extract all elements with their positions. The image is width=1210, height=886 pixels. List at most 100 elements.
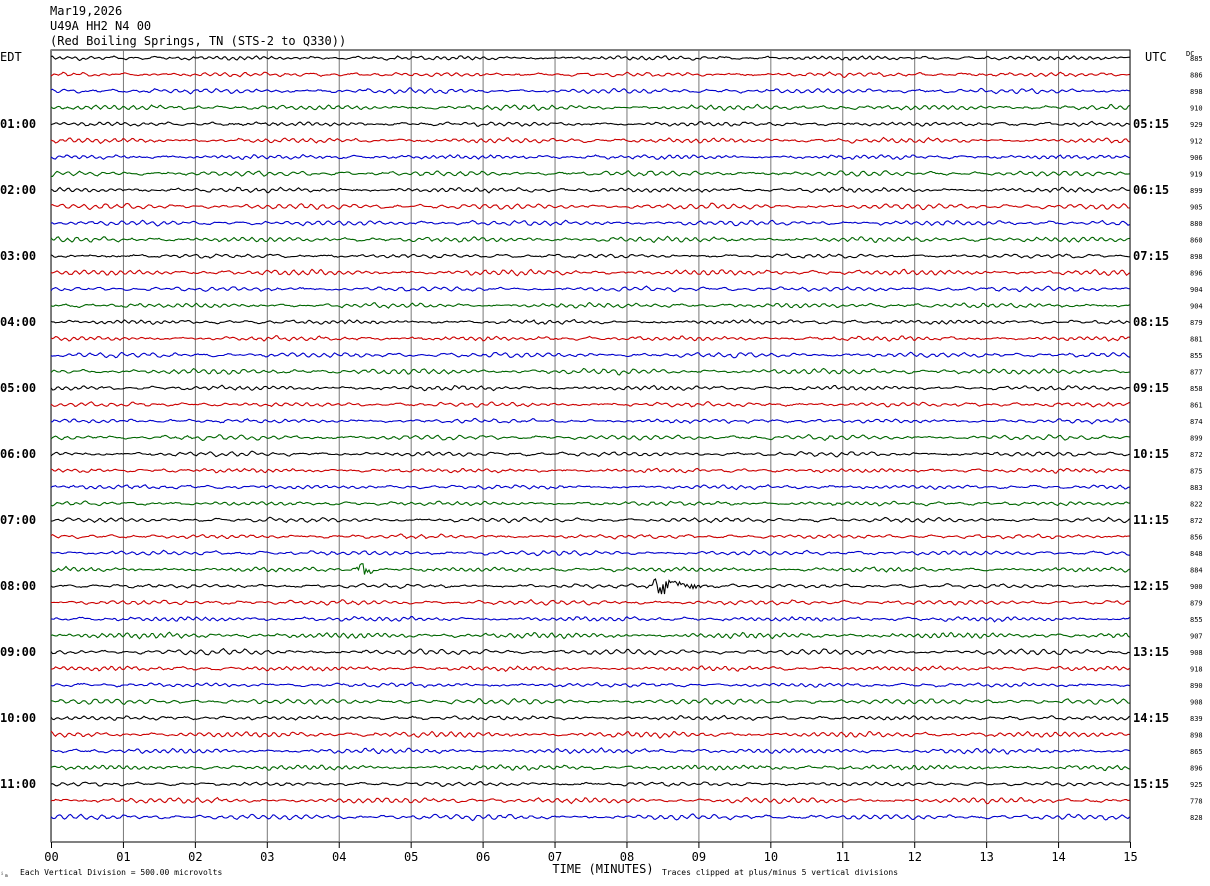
x-tick-label: 05 xyxy=(404,850,418,864)
utc-hour-label: 12:15 xyxy=(1133,579,1169,593)
dc-offset-label: 929 xyxy=(1190,121,1203,129)
x-tick-label: 07 xyxy=(548,850,562,864)
seismic-trace xyxy=(50,549,1130,557)
dc-offset-label: 855 xyxy=(1190,352,1203,360)
seismic-trace xyxy=(51,170,1130,177)
dc-offset-label: 908 xyxy=(1190,699,1203,707)
seismic-trace xyxy=(50,467,1130,474)
seismic-trace xyxy=(50,367,1130,376)
utc-hour-label: 09:15 xyxy=(1133,381,1169,395)
seismic-trace xyxy=(50,417,1130,425)
dc-offset-label: 918 xyxy=(1190,666,1203,674)
utc-hour-label: 07:15 xyxy=(1133,249,1169,263)
time-gridlines xyxy=(50,49,1131,848)
dc-offset-label: 875 xyxy=(1190,468,1203,476)
seismic-trace xyxy=(50,533,1130,540)
utc-hour-label: 11:15 xyxy=(1133,513,1169,527)
seismic-trace xyxy=(50,813,1130,822)
right-axis-label: UTC xyxy=(1145,50,1167,64)
dc-offset-label: 890 xyxy=(1190,682,1203,690)
edt-hour-label: 01:00 xyxy=(0,117,36,131)
dc-offset-label: 861 xyxy=(1190,402,1203,410)
dc-offset-label: 898 xyxy=(1190,732,1203,740)
x-tick-label: 13 xyxy=(979,850,993,864)
dc-offset-label: 910 xyxy=(1190,105,1203,113)
edt-hour-label: 04:00 xyxy=(0,315,36,329)
dc-offset-label: 828 xyxy=(1190,814,1203,822)
seismic-trace xyxy=(50,697,1130,705)
seismic-trace xyxy=(50,598,1130,606)
seismic-trace xyxy=(50,351,1130,359)
dc-offset-label: 855 xyxy=(1190,616,1203,624)
seismic-trace xyxy=(50,578,1130,595)
seismic-trace xyxy=(50,285,1130,293)
seismic-trace xyxy=(50,500,1130,507)
dc-offset-label: 822 xyxy=(1190,501,1203,509)
chart-station: U49A HH2 N4 00 xyxy=(50,19,152,33)
dc-offset-label: 919 xyxy=(1190,171,1203,179)
edt-hour-label: 07:00 xyxy=(0,513,36,527)
chart-location: (Red Boiling Springs, TN (STS-2 to Q330)… xyxy=(50,34,347,48)
x-tick-label: 08 xyxy=(620,850,634,864)
plot-frame xyxy=(50,49,1131,843)
utc-hour-label: 05:15 xyxy=(1133,117,1169,131)
clip-note: Traces clipped at plus/minus 5 vertical … xyxy=(662,868,898,877)
x-tick-label: 04 xyxy=(332,850,346,864)
edt-hour-label: 03:00 xyxy=(0,249,36,263)
seismic-trace xyxy=(50,334,1130,342)
seismic-trace xyxy=(50,647,1130,656)
utc-hour-label: 10:15 xyxy=(1133,447,1169,461)
seismic-trace xyxy=(50,71,1130,78)
seismic-trace xyxy=(50,433,1130,442)
seismic-trace xyxy=(50,747,1130,755)
dc-offset-label: 872 xyxy=(1190,517,1203,525)
seismic-trace xyxy=(50,136,1130,145)
dc-offset-label: 860 xyxy=(1190,237,1203,245)
dc-offset-label: 879 xyxy=(1190,319,1203,327)
dc-offset-label: 872 xyxy=(1190,451,1203,459)
seismic-trace xyxy=(50,631,1130,640)
seismic-trace xyxy=(50,714,1130,721)
dc-offset-label: 908 xyxy=(1190,649,1203,657)
seismic-trace xyxy=(50,796,1130,805)
seismic-trace xyxy=(50,318,1130,326)
seismic-trace xyxy=(50,781,1130,787)
axis-labels: 00 01 02 03 04 05 06 07 08 09 10 11 12 13 14 15 EDT UTC DC… xyxy=(0,50,1203,879)
dc-offset-label: 879 xyxy=(1190,600,1203,608)
seismic-trace xyxy=(50,384,1130,392)
seismic-trace xyxy=(50,219,1130,227)
left-axis-label: EDT xyxy=(0,50,22,64)
edt-hour-label: 02:00 xyxy=(0,183,36,197)
seismic-trace xyxy=(50,253,1130,259)
dc-offset-label: 848 xyxy=(1190,550,1203,558)
edt-hour-label: 06:00 xyxy=(0,447,36,461)
seismic-trace xyxy=(50,450,1130,458)
dc-offset-label: 858 xyxy=(1190,385,1203,393)
seismic-trace xyxy=(50,202,1130,211)
dc-offset-label: 883 xyxy=(1190,484,1203,492)
dc-offset-label: 907 xyxy=(1190,633,1203,641)
dc-offset-label: 900 xyxy=(1190,583,1203,591)
footer-mark: ⁱₘ xyxy=(0,871,8,879)
dc-header: DC xyxy=(1186,50,1194,58)
seismic-trace xyxy=(50,235,1130,244)
seismic-trace xyxy=(50,516,1130,524)
seismic-trace xyxy=(50,615,1130,623)
dc-offset-label: 925 xyxy=(1190,781,1203,789)
seismic-traces xyxy=(50,55,1130,822)
seismic-trace xyxy=(50,483,1130,491)
dc-offset-label: 912 xyxy=(1190,138,1203,146)
edt-hour-label: 08:00 xyxy=(0,579,36,593)
seismic-trace xyxy=(50,186,1130,194)
utc-hour-label: 14:15 xyxy=(1133,711,1169,725)
utc-hour-label: 15:15 xyxy=(1133,777,1169,791)
dc-offset-label: 906 xyxy=(1190,154,1203,162)
seismic-trace xyxy=(50,120,1130,127)
dc-offset-label: 898 xyxy=(1190,88,1203,96)
utc-hour-label: 06:15 xyxy=(1133,183,1169,197)
seismic-trace xyxy=(50,87,1130,95)
dc-offset-label: 881 xyxy=(1190,336,1203,344)
dc-offset-label: 885 xyxy=(1190,55,1203,63)
dc-offset-label: 865 xyxy=(1190,748,1203,756)
